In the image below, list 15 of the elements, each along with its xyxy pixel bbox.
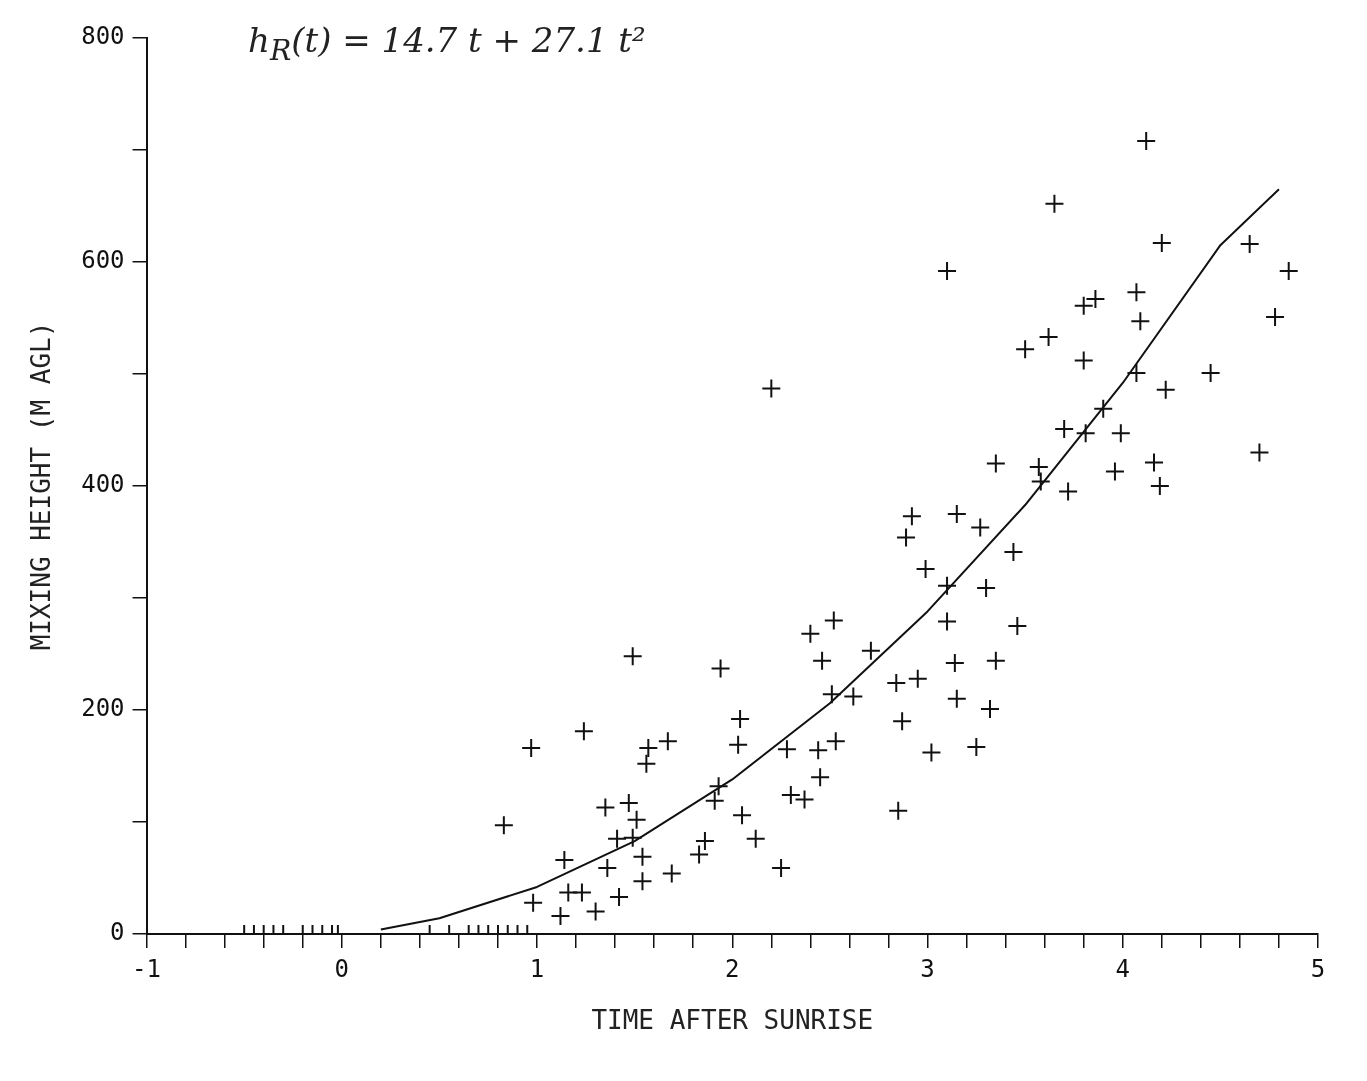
x-tick-label: 2: [725, 954, 740, 983]
x-tick-label: 0: [334, 954, 350, 983]
x-tick-label: 4: [1115, 954, 1130, 983]
x-axis-title: TIME AFTER SUNRISE: [591, 1005, 874, 1036]
annotation: h$_{R}$(t) = 14.7 t + 27.1 t²: [248, 20, 646, 67]
x-tick-label: 5: [1310, 954, 1326, 983]
y-tick-label: 600: [81, 246, 125, 275]
x-tick-label: 3: [920, 954, 935, 983]
y-tick-label: 0: [110, 918, 125, 947]
y-tick-label: 200: [81, 694, 125, 723]
x-tick-label: 1: [529, 954, 545, 983]
y-tick-label: 400: [81, 470, 125, 499]
y-tick-label: 800: [81, 22, 125, 51]
y-axis-title: MIXING HEIGHT (M AGL): [26, 321, 57, 651]
x-tick-label: -1: [132, 954, 161, 983]
